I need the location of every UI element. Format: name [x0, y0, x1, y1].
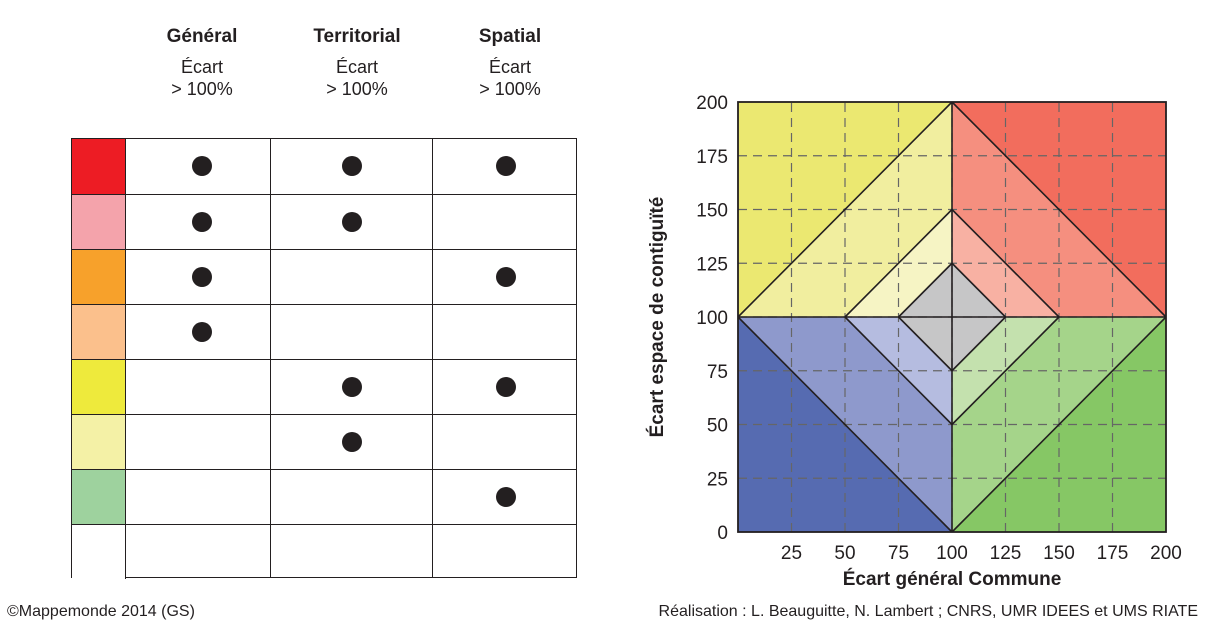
- x-axis-title: Écart général Commune: [843, 568, 1062, 590]
- column-header-spatial: Spatial Écart > 100%: [455, 26, 565, 100]
- dot-marker-general: [192, 156, 212, 176]
- y-tick-label: 125: [696, 254, 728, 275]
- color-swatch: [72, 195, 126, 249]
- column-subtitle-line2: > 100%: [479, 79, 541, 99]
- y-tick-label: 25: [707, 469, 728, 490]
- diamond-inner-edge: [897, 262, 953, 318]
- column-subtitle-line1: Écart: [335, 57, 378, 77]
- x-tick-label: 200: [1150, 543, 1182, 564]
- color-swatch: [72, 470, 126, 524]
- column-subtitle: Écart > 100%: [302, 56, 412, 100]
- color-swatch: [72, 360, 126, 414]
- column-subtitle-line2: > 100%: [326, 79, 388, 99]
- y-tick-label: 0: [717, 523, 728, 544]
- plot-frame: [737, 101, 1167, 533]
- x-tick-label: 25: [781, 543, 802, 564]
- dot-marker-spatial: [496, 267, 516, 287]
- legend-row: [72, 359, 576, 414]
- y-tick-label: 175: [696, 147, 728, 168]
- legend-row: [72, 249, 576, 304]
- legend-row: [72, 524, 576, 579]
- dot-marker-territorial: [342, 377, 362, 397]
- x-tick-label: 100: [936, 543, 968, 564]
- y-tick-label: 100: [696, 308, 728, 329]
- x-tick-label: 175: [1097, 543, 1129, 564]
- y-tick-label: 150: [696, 201, 728, 222]
- diamond-outer-edge: [951, 316, 1167, 533]
- column-subtitle: Écart > 100%: [455, 56, 565, 100]
- column-title: Général: [166, 26, 238, 47]
- color-swatch: [72, 525, 126, 579]
- column-header-territorial: Territorial Écart > 100%: [302, 26, 412, 100]
- production-credit: Réalisation : L. Beauguitte, N. Lambert …: [658, 603, 1198, 620]
- legend-row: [72, 194, 576, 249]
- y-tick-label: 50: [707, 416, 728, 437]
- color-swatch: [72, 305, 126, 359]
- x-tick-label: 150: [1043, 543, 1075, 564]
- dot-marker-spatial: [496, 156, 516, 176]
- dot-marker-territorial: [342, 212, 362, 232]
- copyright-credit: ©Mappemonde 2014 (GS): [7, 603, 195, 620]
- column-subtitle-line2: > 100%: [171, 79, 233, 99]
- x-tick-label: 125: [990, 543, 1022, 564]
- color-swatch: [72, 415, 126, 469]
- dot-marker-spatial: [496, 487, 516, 507]
- diamond-outer-edge: [951, 101, 1167, 318]
- legend-row: [72, 139, 576, 194]
- dot-marker-territorial: [342, 432, 362, 452]
- column-divider: [270, 139, 271, 577]
- legend-row: [72, 304, 576, 359]
- diamond-outer-edge: [737, 101, 953, 318]
- dot-marker-general: [192, 322, 212, 342]
- legend-row: [72, 414, 576, 469]
- x-tick-label: 75: [888, 543, 909, 564]
- legend-table: [71, 138, 577, 579]
- dot-marker-territorial: [342, 156, 362, 176]
- diamond-inner-edge: [951, 316, 1007, 372]
- x-tick-label: 50: [834, 543, 855, 564]
- dot-marker-general: [192, 212, 212, 232]
- color-swatch: [72, 139, 126, 194]
- column-title: Territorial: [313, 26, 401, 47]
- color-swatch: [72, 250, 126, 304]
- diamond-outer-edge: [737, 316, 953, 533]
- legend-row: [72, 469, 576, 524]
- diamond-inner-edge: [951, 262, 1007, 318]
- dot-marker-spatial: [496, 377, 516, 397]
- diamond-mid-edge: [951, 208, 1060, 318]
- column-title: Spatial: [478, 26, 542, 47]
- column-divider: [432, 139, 433, 577]
- y-tick-label: 200: [696, 93, 728, 114]
- dot-marker-general: [192, 267, 212, 287]
- column-subtitle-line1: Écart: [488, 57, 531, 77]
- diamond-mid-edge: [951, 316, 1060, 426]
- column-subtitle: Écart > 100%: [147, 56, 257, 100]
- diamond-mid-edge: [844, 208, 953, 318]
- diamond-inner-edge: [897, 316, 953, 372]
- y-tick-label: 75: [707, 362, 728, 383]
- y-axis-title: Écart espace de contiguïté: [646, 197, 668, 438]
- column-subtitle-line1: Écart: [180, 57, 223, 77]
- column-header-general: Général Écart > 100%: [147, 26, 257, 100]
- diamond-mid-edge: [844, 316, 953, 426]
